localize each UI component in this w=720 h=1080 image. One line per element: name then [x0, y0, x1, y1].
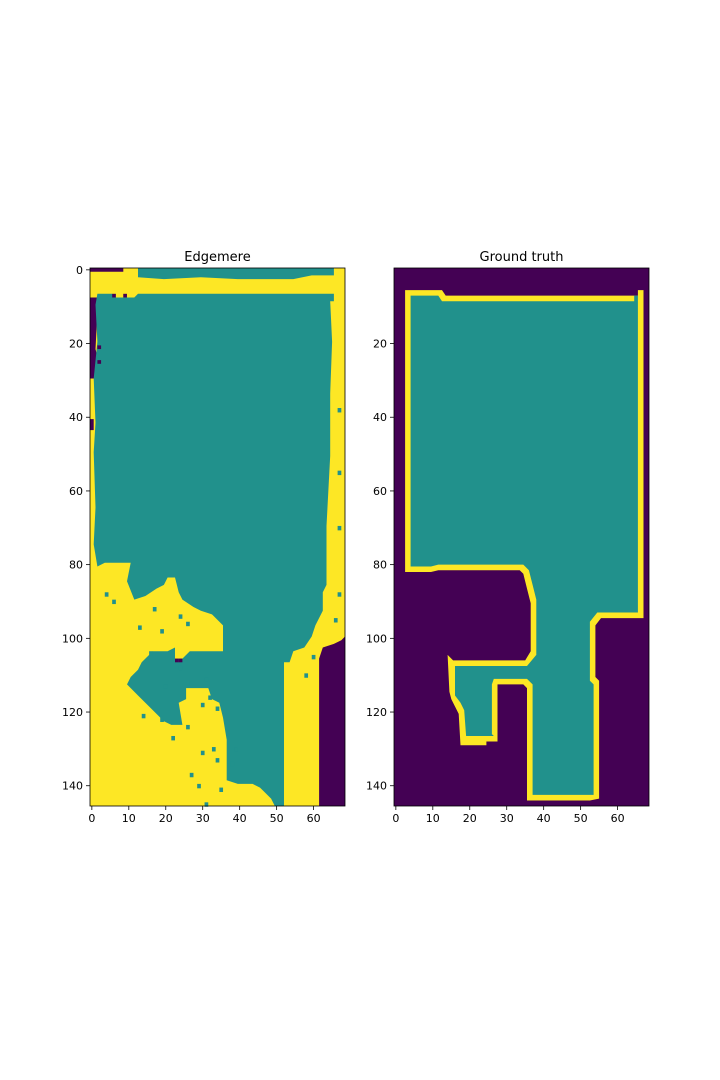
region-speck	[337, 525, 342, 531]
x-tick-label: 60	[307, 812, 321, 825]
y-tick-label: 40	[373, 411, 387, 424]
region-speck	[219, 787, 224, 792]
x-tick-label: 40	[537, 812, 551, 825]
region-speck	[189, 772, 194, 778]
region-speck	[208, 695, 212, 700]
x-tick-label: 20	[463, 812, 477, 825]
background-speck	[97, 360, 102, 364]
ground-truth-panel: Ground truth 0 10 20 30 40 50 60 20 40 60 80 100 120 1…	[366, 250, 650, 825]
region-speck	[163, 684, 168, 689]
region-speck	[186, 680, 190, 686]
region-speck	[230, 761, 235, 767]
region-speck	[112, 599, 116, 605]
region-speck	[152, 607, 157, 612]
region-speck	[186, 621, 190, 627]
x-tick-label: 60	[611, 812, 625, 825]
object-region	[410, 295, 638, 795]
y-tick-label: 80	[69, 559, 83, 572]
x-tick-label: 20	[159, 812, 173, 825]
x-tick-label: 30	[500, 812, 514, 825]
region-strip	[138, 268, 334, 280]
x-tick-label: 0	[88, 812, 95, 825]
y-tick-label: 140	[62, 780, 83, 793]
x-tick-label: 50	[574, 812, 588, 825]
object-region	[93, 293, 334, 806]
background-patch-2	[90, 268, 124, 272]
region-speck	[104, 592, 109, 597]
axes-frame	[89, 267, 346, 807]
region-speck	[200, 702, 205, 708]
y-tick-label: 0	[76, 264, 83, 277]
background-speck	[178, 658, 183, 663]
background-speck	[175, 658, 179, 663]
region-speck	[178, 614, 183, 619]
region-speck	[200, 750, 205, 756]
region-speck	[211, 747, 216, 752]
y-tick-label: 40	[69, 411, 83, 424]
y-tick-label: 60	[69, 485, 83, 498]
region-speck	[215, 706, 220, 711]
x-tick-label: 50	[270, 812, 284, 825]
region-speck	[178, 665, 183, 671]
y-tick-label: 60	[373, 485, 387, 498]
y-tick-label: 120	[366, 706, 387, 719]
background-patch-3	[90, 419, 94, 431]
background-speck	[123, 293, 127, 298]
x-tick-label: 30	[196, 812, 210, 825]
y-tick-label: 20	[69, 338, 83, 351]
x-tick-label: 40	[233, 812, 247, 825]
region-speck	[234, 747, 238, 752]
x-tick-label: 0	[392, 812, 399, 825]
region-speck	[204, 802, 209, 807]
region-speck	[204, 677, 209, 682]
x-tick-label: 10	[122, 812, 136, 825]
y-tick-label: 20	[373, 338, 387, 351]
edgemere-panel: Edgemere 0 10 20 30 40 50 60 0 20 40 60 80 100 120 140	[62, 250, 346, 825]
x-tick-label: 10	[426, 812, 440, 825]
background-speck	[112, 293, 116, 298]
region-speck	[311, 654, 316, 660]
background-patch-0	[319, 636, 345, 806]
panel-title: Edgemere	[184, 250, 250, 265]
y-tick-label: 100	[366, 632, 387, 645]
region-speck	[160, 629, 164, 634]
region-speck	[186, 724, 190, 730]
y-tick-label: 120	[62, 706, 83, 719]
panel-title: Ground truth	[480, 250, 564, 265]
axes-frame	[393, 267, 650, 807]
region-speck	[337, 470, 342, 476]
background-speck	[97, 345, 102, 350]
region-speck	[160, 717, 164, 722]
region-speck	[171, 735, 175, 741]
region-speck	[337, 592, 342, 597]
y-tick-label: 140	[366, 780, 387, 793]
region-speck	[197, 783, 201, 789]
region-speck	[333, 618, 338, 623]
y-tick-label: 80	[373, 559, 387, 572]
region-speck	[215, 758, 220, 763]
background-patch-1	[90, 297, 98, 379]
region-speck	[337, 408, 342, 413]
region-speck	[149, 651, 153, 656]
y-tick-label: 100	[62, 632, 83, 645]
region-speck	[304, 673, 309, 678]
region-speck	[141, 713, 146, 719]
region-speck	[138, 625, 142, 630]
